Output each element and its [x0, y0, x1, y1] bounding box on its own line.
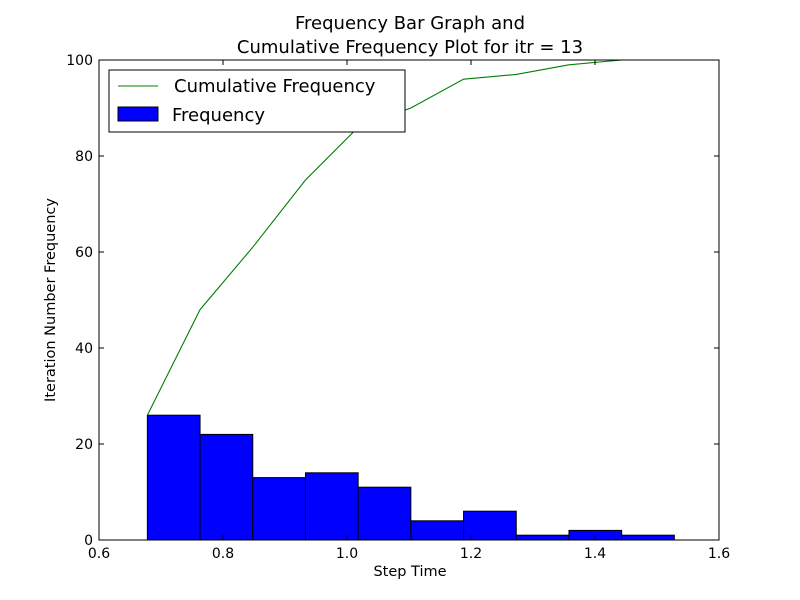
x-axis-label: Step Time [373, 564, 446, 580]
x-tick-label: 1.6 [708, 546, 730, 562]
y-tick-label: 100 [66, 53, 93, 69]
chart-title-line2: Cumulative Frequency Plot for itr = 13 [237, 37, 583, 58]
frequency-bar [252, 477, 306, 541]
frequency-bar [304, 472, 359, 541]
x-tick-label: 1.0 [336, 546, 358, 562]
y-tick-label: 0 [84, 533, 93, 549]
chart-title-line1: Frequency Bar Graph and [295, 13, 525, 34]
x-axis-ticks: 0.6 0.8 1.0 1.2 1.4 1.6 [88, 60, 730, 562]
y-tick-label: 60 [75, 245, 93, 261]
frequency-bar [146, 414, 201, 541]
legend-label-cumulative: Cumulative Frequency [174, 76, 376, 97]
x-tick-label: 1.2 [460, 546, 482, 562]
plot-frame [98, 59, 720, 541]
frequency-bar [199, 433, 254, 541]
frequency-bars [146, 414, 675, 541]
y-tick-label: 80 [75, 149, 93, 165]
frequency-bar [357, 486, 412, 541]
frequency-bar [515, 534, 570, 541]
frequency-bar [621, 534, 675, 541]
x-tick-label: 0.6 [88, 546, 110, 562]
y-tick-label: 40 [75, 341, 93, 357]
x-tick-label: 1.4 [584, 546, 606, 562]
legend-box [108, 69, 406, 133]
legend: Cumulative Frequency Frequency [108, 69, 406, 133]
legend-swatch-frequency [117, 106, 159, 122]
frequency-bar [410, 520, 465, 541]
legend-label-frequency: Frequency [172, 105, 265, 126]
x-tick-label: 0.8 [212, 546, 234, 562]
y-axis-ticks: 0 20 40 60 80 100 [66, 53, 719, 549]
y-tick-label: 20 [75, 437, 93, 453]
y-axis-label: Iteration Number Frequency [43, 198, 59, 402]
